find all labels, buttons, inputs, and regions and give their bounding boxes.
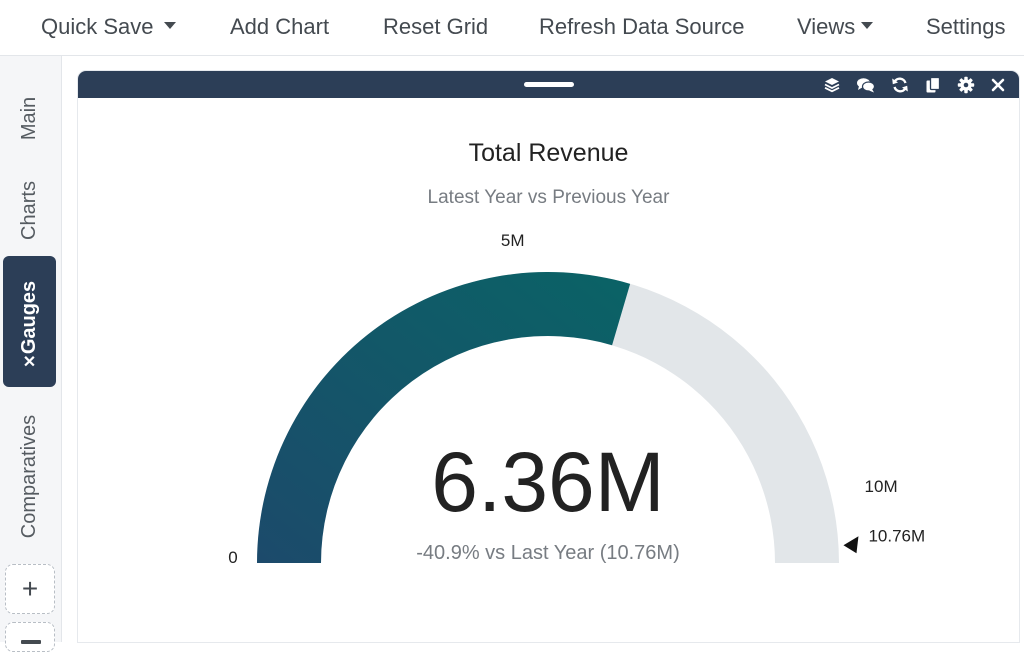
reset-grid-button[interactable]: Reset Grid [383, 14, 489, 39]
tab-comparatives[interactable]: Comparatives [3, 396, 56, 556]
tab-main[interactable]: Main [3, 68, 56, 168]
chart-subtitle: Latest Year vs Previous Year [427, 187, 670, 208]
quick-save-label: Quick Save [41, 14, 154, 39]
layers-icon[interactable] [823, 76, 841, 94]
tab-charts-label: Charts [18, 180, 40, 240]
views-label: Views [797, 14, 856, 39]
add-chart-button[interactable]: Add Chart [230, 14, 330, 39]
quick-save-menu[interactable]: Quick Save [41, 0, 176, 54]
menu-icon [21, 640, 41, 644]
close-tab-icon[interactable]: ✕ [22, 354, 37, 371]
tab-main-label: Main [17, 96, 40, 140]
close-icon[interactable] [989, 76, 1007, 94]
gear-icon[interactable] [957, 76, 975, 94]
caret-down-icon [861, 21, 874, 29]
plus-icon: + [21, 573, 39, 604]
gauge-widget: Total Revenue Latest Year vs Previous Ye… [78, 71, 1019, 642]
tab-charts[interactable]: Charts [3, 166, 56, 254]
chart-title: Total Revenue [468, 139, 629, 167]
gauge-comparison-text: -40.9% vs Last Year (10.76M) [416, 542, 679, 564]
gauge-value-label: 6.36M [431, 435, 664, 529]
drag-handle[interactable] [524, 82, 574, 87]
caret-down-icon [163, 21, 176, 29]
gauge-chart: 0 5M 10M 10.76M 6.36M -40.9% vs Last Yea… [228, 231, 925, 567]
gauge-tick-label-5m: 5M [501, 231, 525, 250]
tab-gauges[interactable]: Gauges ✕ [3, 256, 56, 387]
comments-icon[interactable] [856, 76, 876, 94]
gauge-value-arc [257, 271, 631, 563]
refresh-data-source-button[interactable]: Refresh Data Source [539, 14, 745, 39]
sheet-tab-rail: Main Charts Gauges ✕ Comparatives + [0, 56, 62, 652]
tab-comparatives-label: Comparatives [18, 414, 41, 538]
tab-gauges-label: Gauges [18, 280, 41, 355]
views-menu[interactable]: Views [797, 0, 874, 54]
widget-header [78, 71, 1019, 98]
gauge-min-label: 0 [228, 548, 237, 567]
gauge-tick-label-10m: 10M [865, 477, 898, 496]
refresh-icon[interactable] [891, 76, 909, 94]
copy-icon[interactable] [924, 76, 942, 94]
settings-button[interactable]: Settings [926, 14, 1006, 39]
gauge-target-label: 10.76M [868, 526, 925, 545]
add-tab-button[interactable]: + [5, 564, 55, 614]
top-menu-bar: Quick Save Add Chart Reset Grid Refresh … [0, 0, 1024, 56]
tab-menu-button[interactable] [5, 622, 55, 652]
gauge-target-marker [843, 536, 859, 554]
